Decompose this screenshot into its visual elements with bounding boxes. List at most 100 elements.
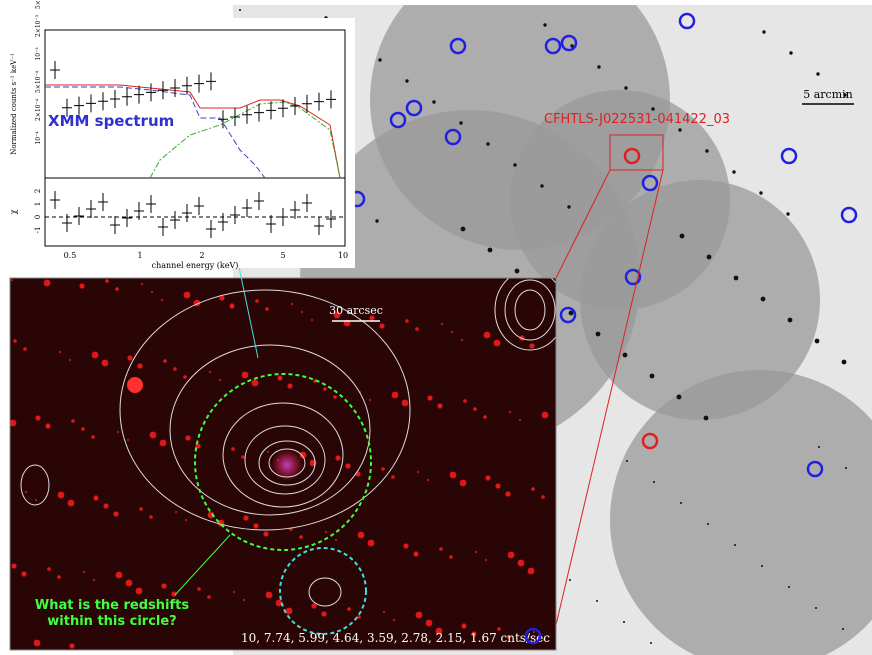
- residual-axis-label: χ: [9, 209, 18, 214]
- star: [79, 283, 84, 288]
- star: [426, 620, 433, 627]
- source-dot: [734, 544, 736, 546]
- source-dot: [786, 212, 789, 215]
- star: [252, 380, 259, 387]
- residual-tick-label: 1: [34, 202, 42, 206]
- star: [141, 283, 143, 285]
- source-dot: [567, 205, 570, 208]
- star: [137, 363, 142, 368]
- source-dot: [680, 502, 682, 504]
- star: [277, 375, 282, 380]
- star: [333, 395, 337, 399]
- source-dot: [816, 72, 819, 75]
- star: [45, 423, 50, 428]
- star: [151, 291, 153, 293]
- star: [287, 383, 292, 388]
- star: [485, 559, 487, 561]
- residual-tick-label: 2: [34, 189, 42, 193]
- star: [185, 435, 190, 440]
- y-tick-label: 10⁻⁴: [35, 131, 42, 145]
- star: [529, 343, 534, 348]
- star: [437, 403, 442, 408]
- star: [44, 280, 51, 287]
- x-tick-label: 0.5: [64, 251, 77, 260]
- star: [368, 540, 375, 547]
- star: [102, 360, 109, 367]
- source-dot: [759, 191, 762, 194]
- star: [461, 623, 466, 628]
- star: [126, 580, 133, 587]
- star: [528, 568, 535, 575]
- source-dot: [707, 255, 712, 260]
- star: [21, 571, 26, 576]
- star: [345, 463, 350, 468]
- source-dot: [732, 170, 735, 173]
- star: [253, 523, 258, 528]
- star: [149, 515, 153, 519]
- star: [93, 495, 98, 500]
- star: [311, 603, 316, 608]
- source-dot: [815, 607, 817, 609]
- star: [113, 511, 118, 516]
- star: [81, 427, 85, 431]
- y-axis-label: Normalized counts s⁻¹ keV⁻¹: [10, 53, 18, 155]
- bright-star: [127, 377, 143, 393]
- source-label: CFHTLS-J022531-041422_03: [544, 112, 730, 127]
- star: [91, 435, 95, 439]
- source-dot: [653, 481, 655, 483]
- star: [266, 592, 273, 599]
- star: [299, 535, 303, 539]
- star: [11, 279, 13, 281]
- star: [369, 399, 371, 401]
- star: [127, 355, 132, 360]
- star: [541, 495, 545, 499]
- star: [92, 352, 99, 359]
- star: [69, 643, 74, 648]
- star: [105, 279, 109, 283]
- star: [402, 400, 409, 407]
- star: [391, 475, 395, 479]
- star: [413, 551, 418, 556]
- star: [209, 371, 211, 373]
- star: [393, 619, 395, 621]
- star: [173, 367, 177, 371]
- star: [35, 499, 37, 501]
- star: [185, 519, 187, 521]
- star: [357, 615, 361, 619]
- star: [484, 332, 491, 339]
- star: [267, 451, 269, 453]
- star: [160, 440, 167, 447]
- residual-tick-label: 0: [34, 215, 42, 219]
- star: [441, 323, 443, 325]
- source-dot: [705, 149, 708, 152]
- source-dot: [623, 353, 628, 358]
- optical-inset: 30 arcsecWhat is the redshiftswithin thi…: [10, 270, 565, 650]
- star: [184, 292, 191, 299]
- star: [427, 395, 432, 400]
- star: [358, 532, 365, 539]
- star: [23, 347, 27, 351]
- star: [241, 455, 245, 459]
- source-dot: [704, 416, 709, 421]
- star: [175, 511, 177, 513]
- star: [35, 415, 40, 420]
- star: [518, 560, 525, 567]
- star: [93, 579, 95, 581]
- source-dot: [707, 523, 709, 525]
- star: [161, 583, 166, 588]
- source-dot: [432, 100, 435, 103]
- source-dot: [543, 23, 546, 26]
- star: [136, 588, 143, 595]
- star: [233, 591, 235, 593]
- x-axis-label: channel energy (keV): [152, 261, 239, 270]
- source-dot: [459, 121, 462, 124]
- star: [542, 412, 549, 419]
- question: within this circle?: [47, 614, 176, 629]
- source-dot: [405, 79, 408, 82]
- core: [271, 449, 303, 481]
- scale-label: 30 arcsec: [329, 304, 383, 317]
- star: [255, 299, 259, 303]
- source-dot: [789, 51, 792, 54]
- star: [460, 480, 467, 487]
- source-dot: [788, 318, 793, 323]
